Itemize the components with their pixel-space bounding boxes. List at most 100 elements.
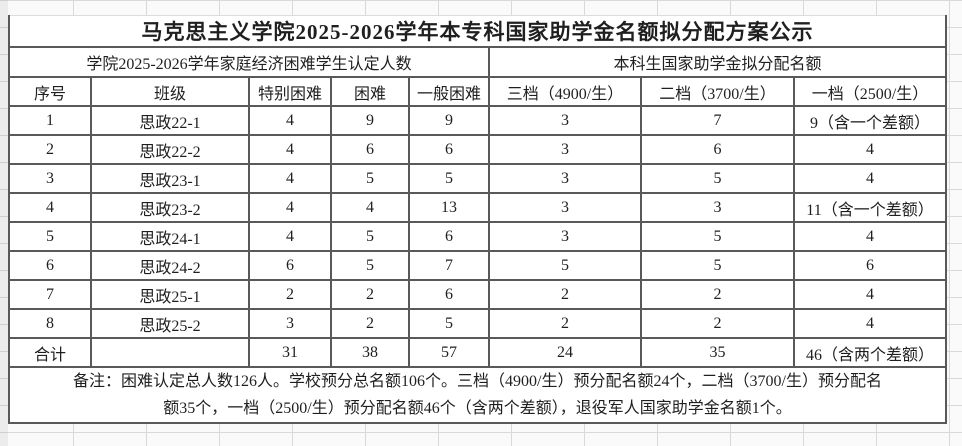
col-header-difficult: 困难	[330, 76, 410, 107]
cell-class: 思政23-1	[90, 163, 250, 194]
cell-general-difficult: 6	[408, 221, 490, 252]
col-header-grade2: 二档（3700/生）	[640, 76, 795, 107]
total-class-empty	[90, 337, 250, 368]
remark-row: 备注：困难认定总人数126人。学校预分总名额106个。三档（4900/生）预分配…	[8, 366, 947, 424]
cell-class: 思政22-2	[90, 134, 250, 165]
cell-grade3: 3	[488, 221, 642, 252]
remark-cell: 备注：困难认定总人数126人。学校预分总名额106个。三档（4900/生）预分配…	[8, 366, 947, 424]
col-header-especially-difficult: 特别困难	[248, 76, 332, 107]
cell-grade2: 5	[640, 163, 795, 194]
table-row: 8 思政25-2 3 2 5 2 2 4	[8, 308, 947, 339]
cell-class: 思政22-1	[90, 105, 250, 136]
cell-difficult: 2	[330, 279, 410, 310]
page-title: 马克思主义学院2025-2026学年本专科国家助学金名额拟分配方案公示	[8, 15, 947, 48]
cell-grade2: 7	[640, 105, 795, 136]
cell-grade3: 3	[488, 134, 642, 165]
cell-grade3: 2	[488, 308, 642, 339]
group-header-left: 学院2025-2026学年家庭经济困难学生认定人数	[8, 46, 490, 78]
cell-seq: 4	[8, 192, 92, 223]
cell-grade1: 4	[793, 221, 947, 252]
cell-general-difficult: 6	[408, 134, 490, 165]
cell-difficult: 9	[330, 105, 410, 136]
cell-general-difficult: 13	[408, 192, 490, 223]
cell-grade1: 4	[793, 308, 947, 339]
total-grade2: 35	[640, 337, 795, 368]
cell-general-difficult: 6	[408, 279, 490, 310]
cell-difficult: 5	[330, 163, 410, 194]
table-row: 6 思政24-2 6 5 7 5 5 6	[8, 250, 947, 281]
remark-line2: 额35个，一档（2500/生）预分配名额46个（含两个差额），退役军人国家助学金…	[163, 400, 792, 417]
cell-especially-difficult: 4	[248, 163, 332, 194]
col-header-class: 班级	[90, 76, 250, 107]
cell-grade1: 11（含一个差额）	[793, 192, 947, 223]
cell-seq: 7	[8, 279, 92, 310]
total-especially-difficult: 31	[248, 337, 332, 368]
cell-grade2: 3	[640, 192, 795, 223]
table-row: 1 思政22-1 4 9 9 3 7 9（含一个差额）	[8, 105, 947, 136]
remark-line1: 备注：困难认定总人数126人。学校预分总名额106个。三档（4900/生）预分配…	[73, 373, 882, 390]
total-difficult: 38	[330, 337, 410, 368]
col-header-grade1: 一档（2500/生）	[793, 76, 947, 107]
cell-grade2: 5	[640, 221, 795, 252]
title-row: 马克思主义学院2025-2026学年本专科国家助学金名额拟分配方案公示	[8, 15, 947, 48]
cell-especially-difficult: 6	[248, 250, 332, 281]
cell-grade1: 4	[793, 134, 947, 165]
cell-general-difficult: 5	[408, 163, 490, 194]
cell-class: 思政24-1	[90, 221, 250, 252]
cell-seq: 6	[8, 250, 92, 281]
cell-especially-difficult: 2	[248, 279, 332, 310]
cell-general-difficult: 7	[408, 250, 490, 281]
cell-grade2: 5	[640, 250, 795, 281]
total-row: 合计 31 38 57 24 35 46（含两个差额）	[8, 337, 947, 368]
total-label: 合计	[8, 337, 92, 368]
cell-grade1: 6	[793, 250, 947, 281]
cell-difficult: 4	[330, 192, 410, 223]
cell-grade2: 6	[640, 134, 795, 165]
cell-grade2: 2	[640, 279, 795, 310]
cell-grade3: 3	[488, 163, 642, 194]
column-header-row: 序号 班级 特别困难 困难 一般困难 三档（4900/生） 二档（3700/生）…	[8, 76, 947, 107]
cell-grade3: 3	[488, 192, 642, 223]
table-row: 7 思政25-1 2 2 6 2 2 4	[8, 279, 947, 310]
cell-general-difficult: 9	[408, 105, 490, 136]
cell-seq: 5	[8, 221, 92, 252]
cell-class: 思政25-1	[90, 279, 250, 310]
cell-grade3: 2	[488, 279, 642, 310]
table-row: 3 思政23-1 4 5 5 3 5 4	[8, 163, 947, 194]
cell-difficult: 5	[330, 250, 410, 281]
sheet-left-margin	[0, 0, 8, 446]
cell-class: 思政23-2	[90, 192, 250, 223]
col-header-grade3: 三档（4900/生）	[488, 76, 642, 107]
table-row: 4 思政23-2 4 4 13 3 3 11（含一个差额）	[8, 192, 947, 223]
cell-class: 思政24-2	[90, 250, 250, 281]
cell-grade1: 4	[793, 279, 947, 310]
cell-especially-difficult: 4	[248, 221, 332, 252]
group-header-right: 本科生国家助学金拟分配名额	[488, 46, 947, 78]
cell-grade1: 4	[793, 163, 947, 194]
group-header-row: 学院2025-2026学年家庭经济困难学生认定人数 本科生国家助学金拟分配名额	[8, 46, 947, 78]
col-header-general-difficult: 一般困难	[408, 76, 490, 107]
cell-seq: 8	[8, 308, 92, 339]
cell-general-difficult: 5	[408, 308, 490, 339]
allocation-table: 马克思主义学院2025-2026学年本专科国家助学金名额拟分配方案公示 学院20…	[8, 15, 947, 424]
cell-seq: 1	[8, 105, 92, 136]
cell-especially-difficult: 4	[248, 192, 332, 223]
table-row: 5 思政24-1 4 5 6 3 5 4	[8, 221, 947, 252]
table-row: 2 思政22-2 4 6 6 3 6 4	[8, 134, 947, 165]
cell-especially-difficult: 4	[248, 105, 332, 136]
cell-grade3: 3	[488, 105, 642, 136]
cell-especially-difficult: 4	[248, 134, 332, 165]
cell-seq: 3	[8, 163, 92, 194]
cell-difficult: 5	[330, 221, 410, 252]
cell-grade3: 5	[488, 250, 642, 281]
cell-grade1: 9（含一个差额）	[793, 105, 947, 136]
cell-difficult: 2	[330, 308, 410, 339]
cell-grade2: 2	[640, 308, 795, 339]
cell-seq: 2	[8, 134, 92, 165]
cell-especially-difficult: 3	[248, 308, 332, 339]
total-grade1: 46（含两个差额）	[793, 337, 947, 368]
col-header-seq: 序号	[8, 76, 92, 107]
total-grade3: 24	[488, 337, 642, 368]
cell-difficult: 6	[330, 134, 410, 165]
total-general-difficult: 57	[408, 337, 490, 368]
